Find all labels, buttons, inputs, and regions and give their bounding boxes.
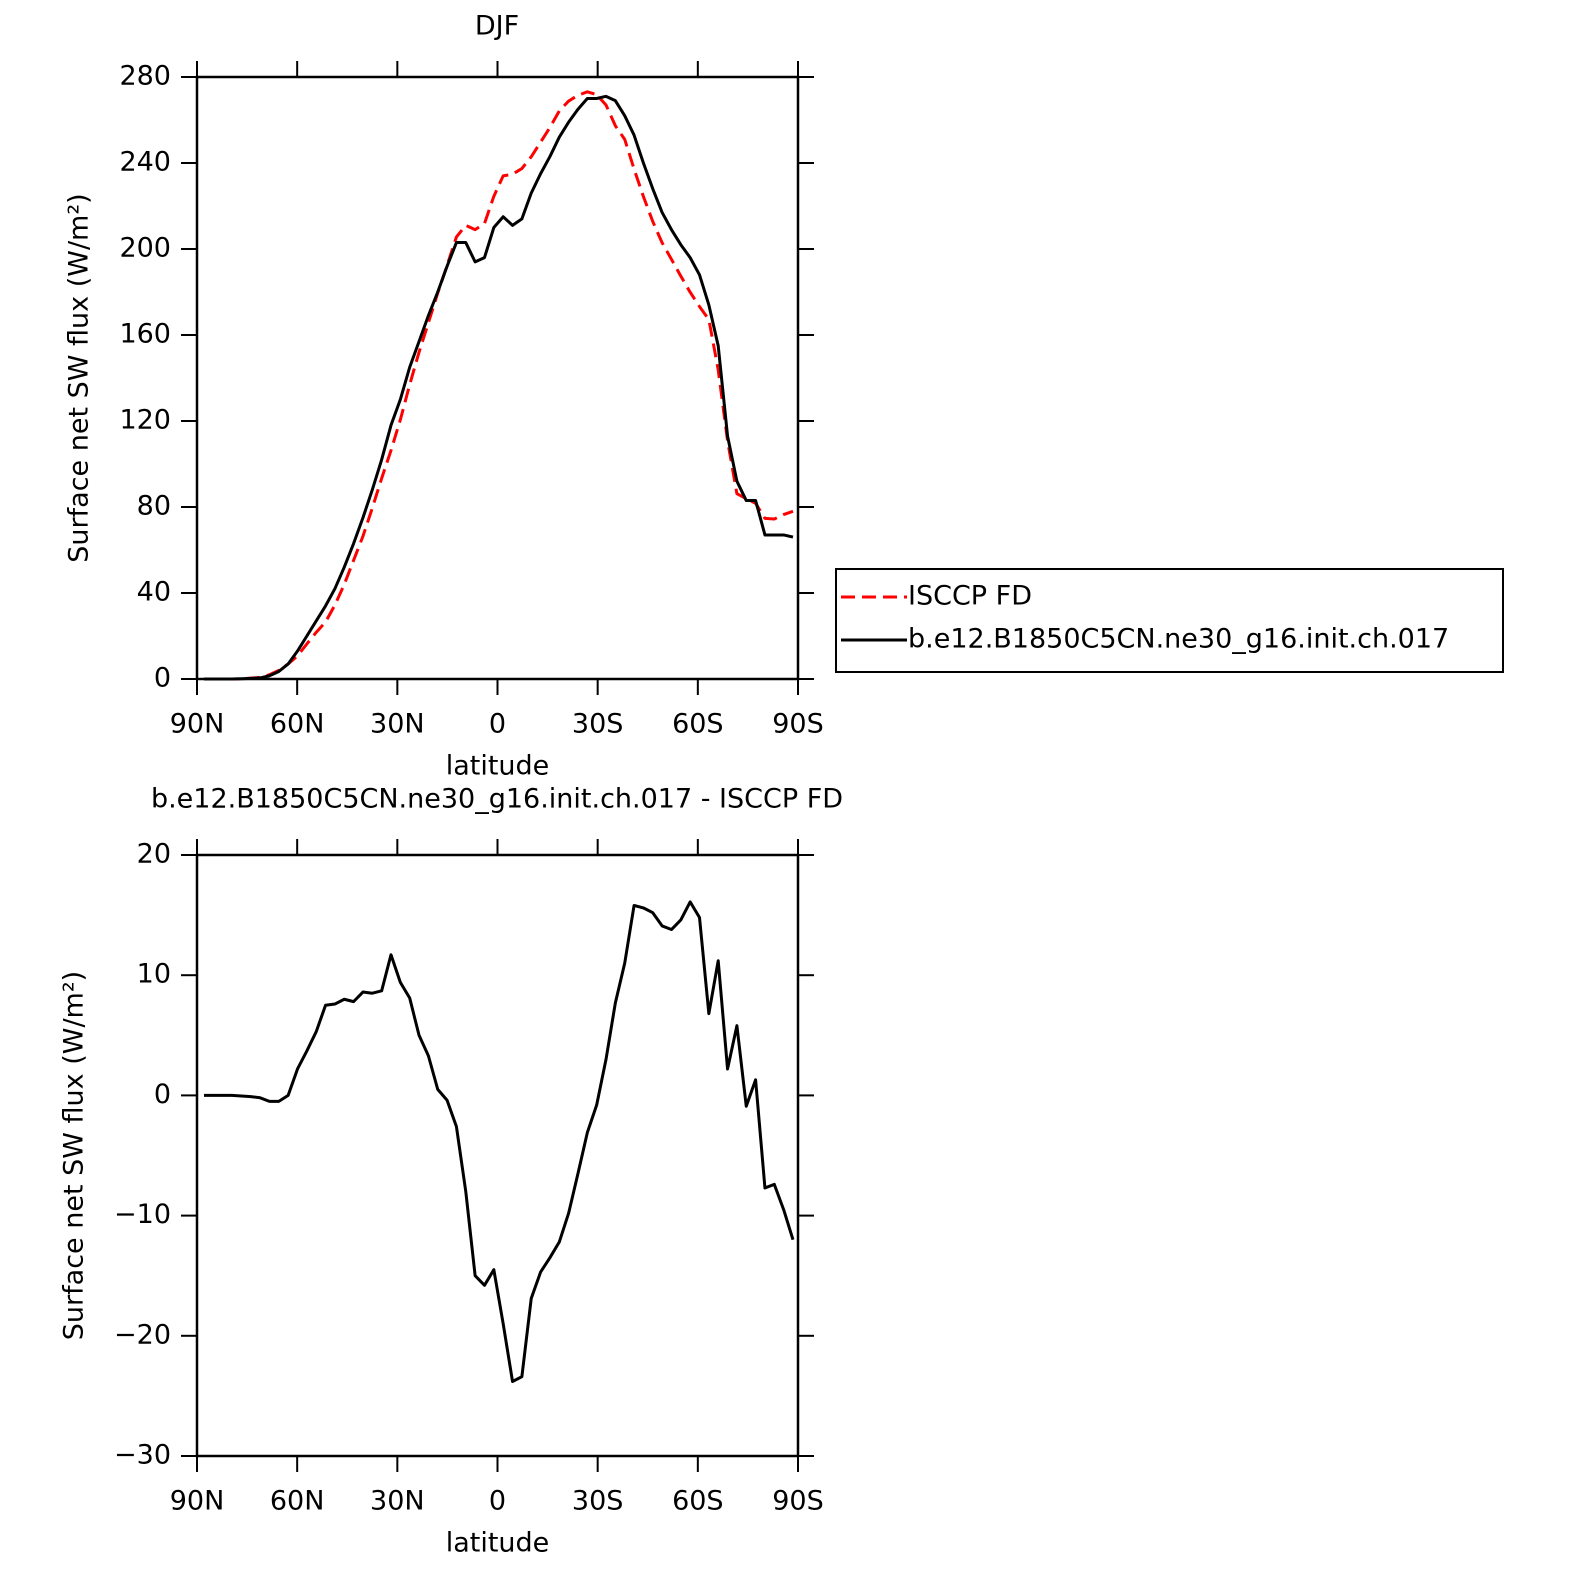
x-axis-label: latitude — [446, 1528, 550, 1559]
x-axis-label: latitude — [446, 751, 550, 782]
x-tick-label: 30N — [370, 709, 425, 740]
plot-frame — [195, 853, 800, 1458]
y-tick-label: −20 — [114, 1319, 171, 1350]
legend-label: b.e12.B1850C5CN.ne30_g16.init.ch.017 — [908, 624, 1449, 655]
data-line — [204, 900, 795, 1383]
x-tick-label: 60N — [270, 1486, 325, 1517]
y-tick-label: 40 — [137, 577, 171, 608]
legend-label: ISCCP FD — [908, 581, 1032, 612]
x-tick-label: 90N — [170, 1486, 225, 1517]
y-axis-label: Surface net SW flux (W/m²) — [64, 193, 95, 562]
y-tick-label: 80 — [137, 491, 171, 522]
x-tick-label: 0 — [489, 709, 506, 740]
y-tick-label: 20 — [137, 839, 171, 870]
x-tick-label: 30S — [572, 1486, 624, 1517]
y-tick-label: −10 — [114, 1199, 171, 1230]
x-tick-label: 60S — [672, 709, 724, 740]
x-tick-label: 90S — [772, 709, 824, 740]
plot-frame — [195, 75, 800, 681]
y-tick-label: 10 — [137, 959, 171, 990]
y-tick-label: 240 — [119, 147, 171, 178]
y-tick-label: 120 — [119, 405, 171, 436]
x-tick-label: 0 — [489, 1486, 506, 1517]
x-tick-label: 30S — [572, 709, 624, 740]
y-tick-label: 280 — [119, 61, 171, 92]
x-tick-label: 30N — [370, 1486, 425, 1517]
chart-title: b.e12.B1850C5CN.ne30_g16.init.ch.017 - I… — [151, 784, 843, 815]
y-tick-label: 0 — [154, 1079, 171, 1110]
x-tick-label: 60N — [270, 709, 325, 740]
x-tick-label: 90S — [772, 1486, 824, 1517]
legend-box — [835, 568, 1504, 673]
y-tick-label: 160 — [119, 319, 171, 350]
y-axis-label: Surface net SW flux (W/m²) — [59, 971, 90, 1340]
chart-title: DJF — [475, 11, 519, 42]
x-tick-label: 60S — [672, 1486, 724, 1517]
y-tick-label: −30 — [114, 1440, 171, 1471]
y-tick-label: 200 — [119, 233, 171, 264]
y-tick-label: 0 — [154, 663, 171, 694]
data-line — [204, 94, 794, 681]
x-tick-label: 90N — [170, 709, 225, 740]
data-line — [204, 90, 794, 681]
